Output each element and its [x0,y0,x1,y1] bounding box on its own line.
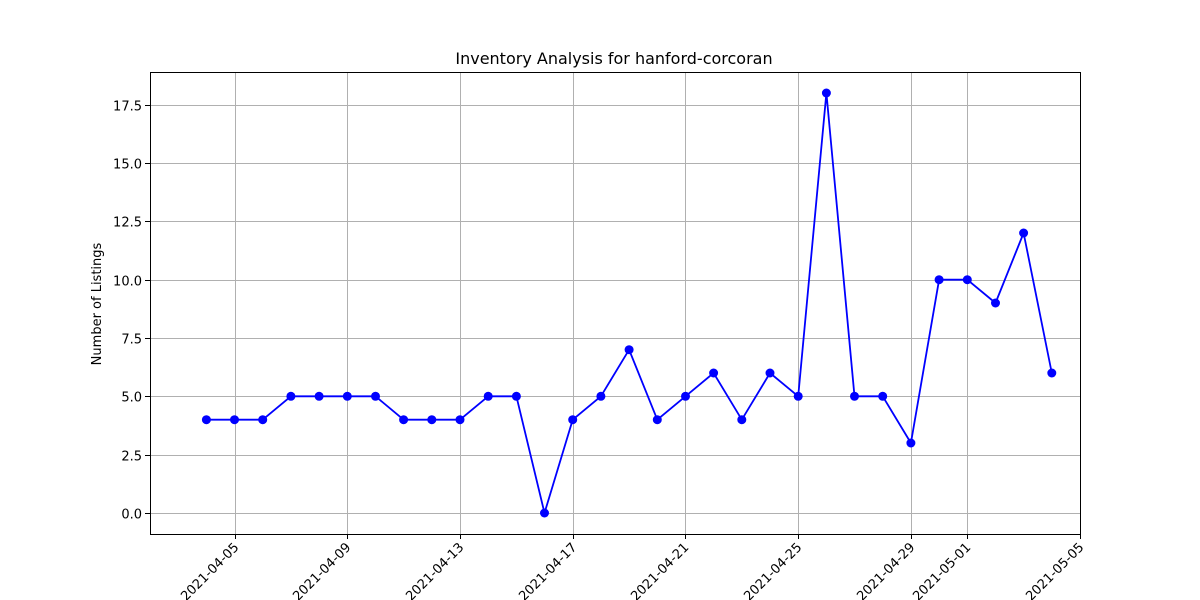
y-tick-label: 7.5 [121,333,142,348]
series-line-group [201,88,1057,518]
y-tick-label: 12.5 [113,216,142,231]
x-tick-label: 2021-04-21 [628,540,692,600]
plot-area-frame [150,72,1081,535]
data-point-marker [765,368,775,378]
data-point-marker [540,508,549,518]
data-point-marker [371,391,380,401]
data-point-marker [230,415,239,425]
axis-ticks: 0.0 2.5 5.0 7.5 10.0 12.5 15.0 17.5 2021-04-05 20… [113,100,1087,600]
x-tick-label: 2021-04-13 [403,540,467,600]
data-point-marker [427,415,437,425]
series-line [206,92,1053,514]
data-point-marker [652,415,662,425]
data-point-marker [991,298,1000,308]
y-tick-label: 10.0 [113,275,142,290]
data-point-marker [878,391,888,401]
data-point-marker [483,391,493,401]
y-tick-label: 5.0 [121,391,142,406]
x-tick-label: 2021-05-05 [1023,540,1087,600]
data-point-marker [511,391,521,401]
data-point-marker [342,391,352,401]
x-tick-label: 2021-04-25 [741,540,805,600]
data-point-marker [906,438,916,448]
x-tick-label: 2021-04-09 [290,540,354,600]
data-point-marker [201,415,211,425]
x-tick-label: 2021-04-17 [516,540,580,600]
data-point-marker [709,368,719,378]
data-point-marker [1019,228,1029,238]
y-tick-label: 17.5 [113,100,142,115]
data-point-marker [934,275,944,285]
data-point-marker [455,415,465,425]
data-point-marker [399,415,409,425]
data-point-marker [596,391,606,401]
grid-lines [150,72,1081,534]
data-point-marker [1047,368,1057,378]
y-tick-label: 0.0 [121,508,142,523]
x-tick-label: 2021-04-29 [854,540,918,600]
data-point-marker [681,391,690,401]
data-point-marker [286,391,296,401]
data-point-marker [821,88,831,98]
data-point-marker [962,275,972,285]
data-point-marker [568,415,578,425]
data-point-marker [737,415,747,425]
chart-title: Inventory Analysis for hanford-corcoran [455,49,772,68]
data-point-marker [314,391,324,401]
data-point-marker [624,345,634,355]
y-tick-label: 15.0 [113,158,142,173]
data-point-marker [793,391,803,401]
x-tick-label: 2021-04-05 [178,540,242,600]
data-point-marker [850,391,859,401]
y-tick-label: 2.5 [121,450,142,465]
data-point-marker [258,415,268,425]
y-axis-label: Number of Listings [90,242,105,365]
x-tick-label: 2021-05-01 [910,540,974,600]
